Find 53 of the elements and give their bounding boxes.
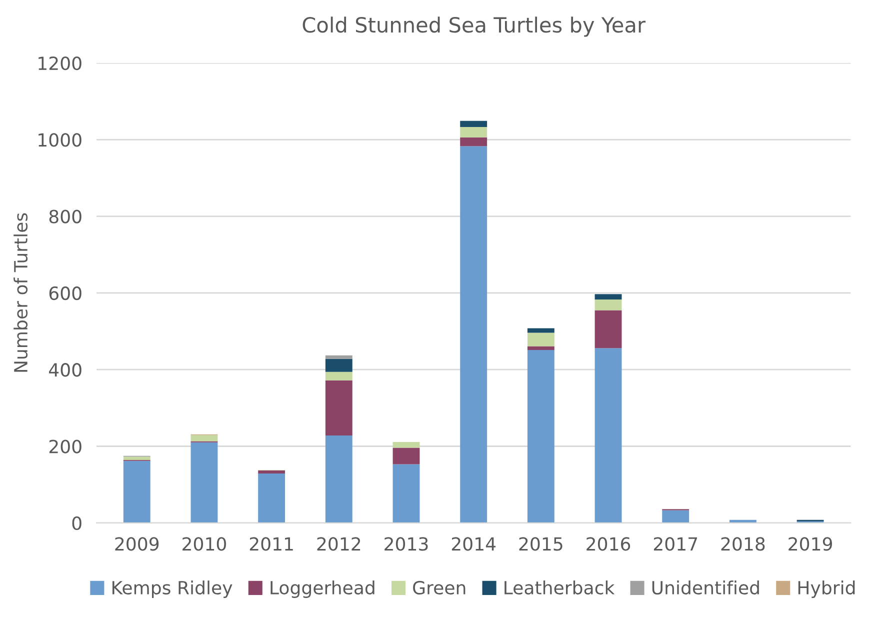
bar — [662, 510, 690, 523]
bar — [527, 350, 554, 523]
bar — [190, 442, 218, 523]
y-tick-label: 0 — [72, 516, 82, 530]
x-tick-label: 2012 — [317, 537, 360, 551]
bar — [190, 435, 218, 442]
legend-label: Green — [413, 580, 466, 595]
bar — [527, 328, 554, 333]
x-tick-label: 2014 — [452, 537, 496, 551]
bar — [325, 380, 352, 436]
x-tick-label: 2010 — [182, 537, 226, 551]
y-tick-label: 600 — [49, 286, 82, 300]
bar — [460, 137, 488, 146]
bar — [325, 355, 352, 359]
y-tick-label: 200 — [49, 440, 82, 454]
bar — [460, 127, 488, 138]
x-tick-label: 2019 — [788, 537, 832, 551]
bar — [594, 310, 622, 348]
bar — [123, 460, 150, 523]
x-tick-label: 2013 — [384, 537, 428, 551]
x-tick-label: 2009 — [115, 537, 159, 551]
bar — [325, 436, 352, 523]
legend-label: Kemps Ridley — [112, 580, 232, 598]
x-tick-label: 2018 — [721, 537, 765, 551]
bar — [527, 332, 554, 346]
bar — [325, 358, 352, 372]
bar — [527, 346, 554, 350]
legend-label: Unidentified — [652, 580, 759, 595]
x-tick-label: 2011 — [250, 537, 293, 551]
bar — [392, 448, 420, 464]
y-tick-label: 1200 — [38, 56, 82, 70]
legend-label: Leatherback — [504, 580, 615, 595]
x-tick-label: 2016 — [586, 537, 630, 551]
y-tick-label: 800 — [49, 210, 82, 224]
chart-title: Cold Stunned Sea Turtles by Year — [302, 16, 646, 37]
x-tick-label: 2015 — [519, 537, 562, 551]
bar — [392, 442, 420, 448]
bar — [392, 464, 420, 523]
bar — [460, 120, 488, 128]
bar — [594, 299, 622, 310]
bar — [325, 372, 352, 380]
y-tick-label: 1000 — [38, 133, 82, 147]
bar — [460, 146, 488, 523]
y-axis-title: Number of Turtles — [14, 213, 28, 372]
bar — [258, 473, 286, 523]
bar — [594, 348, 622, 523]
legend-label: Hybrid — [798, 580, 855, 598]
bar — [258, 470, 286, 474]
bar — [123, 456, 150, 460]
bar — [594, 294, 622, 300]
x-tick-label: 2017 — [654, 537, 698, 551]
y-tick-label: 400 — [49, 363, 82, 377]
legend-label: Loggerhead — [270, 580, 374, 598]
